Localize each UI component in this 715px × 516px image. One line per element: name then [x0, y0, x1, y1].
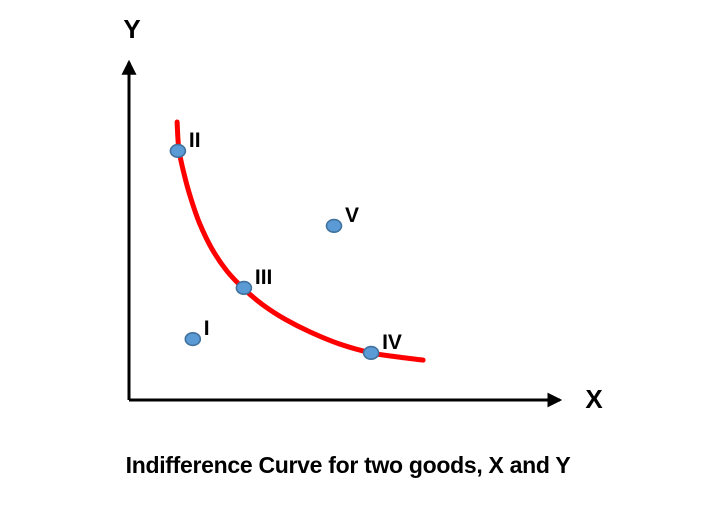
- indifference-curve: [174, 119, 426, 363]
- y-axis-label: Y: [123, 14, 140, 44]
- data-point-III: [235, 280, 253, 296]
- data-point-label-IV: IV: [382, 331, 402, 354]
- data-point-II: [169, 143, 187, 158]
- data-point-I: [184, 332, 202, 347]
- data-point-IV: [362, 345, 380, 361]
- x-axis-label: X: [585, 384, 603, 414]
- data-point-label-III: III: [255, 266, 273, 289]
- data-point-label-II: II: [189, 129, 201, 152]
- data-point-label-V: V: [345, 204, 359, 227]
- data-point-label-I: I: [204, 317, 210, 340]
- data-point-V: [325, 218, 343, 233]
- figure-caption: Indifference Curve for two goods, X and …: [125, 452, 571, 478]
